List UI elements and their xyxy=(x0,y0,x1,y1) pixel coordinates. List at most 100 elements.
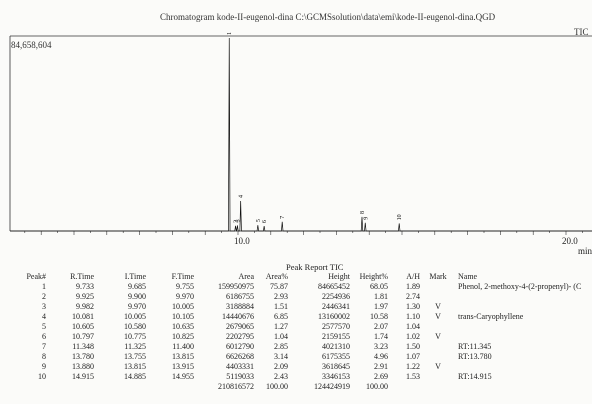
cell-area-pct: 2.43 xyxy=(274,372,288,381)
cell-name: Name xyxy=(458,272,478,281)
peak-report-title: Peak Report TIC xyxy=(286,262,344,272)
cell-height-pct: 3.23 xyxy=(374,342,388,351)
cell-peak: 3 xyxy=(42,302,46,311)
peak-number-label: 3 xyxy=(235,219,241,222)
cell-itime: 10.005 xyxy=(124,312,146,321)
cell-name: RT:14.915 xyxy=(458,372,492,381)
cell-itime: 10.580 xyxy=(124,322,146,331)
cell-rtime: R.Time xyxy=(70,272,94,281)
cell-height-pct: 1.81 xyxy=(374,292,388,301)
cell-itime: 11.325 xyxy=(124,342,146,351)
cell-peak: 10 xyxy=(38,372,46,381)
cell-name: RT:11.345 xyxy=(458,342,492,351)
cell-rtime: 10.605 xyxy=(72,322,94,331)
cell-ah: 2.74 xyxy=(406,292,420,301)
cell-height: 13160002 xyxy=(318,312,350,321)
peak-labels: 1 23 4 5 6 7 8 9 10 xyxy=(227,32,403,223)
cell-rtime: 11.348 xyxy=(72,342,94,351)
peak-number-label: 1 xyxy=(227,32,233,35)
cell-area: 159950975 xyxy=(218,282,254,291)
cell-area: 5119033 xyxy=(226,372,254,381)
cell-height: 4021310 xyxy=(322,342,350,351)
cell-height: 124424919 xyxy=(314,382,350,391)
x-axis-ticks xyxy=(24,231,583,235)
cell-peak: 8 xyxy=(42,352,46,361)
max-intensity-label: 84,658,604 xyxy=(11,40,52,50)
cell-ftime: 10.635 xyxy=(172,322,194,331)
cell-rtime: 10.797 xyxy=(72,332,94,341)
cell-area-pct: 1.27 xyxy=(274,322,288,331)
cell-ftime: 13.915 xyxy=(172,362,194,371)
cell-mark: V xyxy=(435,332,441,341)
cell-area-pct: 2.85 xyxy=(274,342,288,351)
cell-rtime: 9.733 xyxy=(76,282,94,291)
cell-height-pct: 10.58 xyxy=(370,312,388,321)
x-tick-label-10: 10.0 xyxy=(234,236,250,246)
peak-number-label: 10 xyxy=(397,214,403,220)
cell-peak: Peak# xyxy=(26,272,46,281)
cell-ah: 1.07 xyxy=(406,352,420,361)
cell-ah: 1.53 xyxy=(406,372,420,381)
cell-ah: 1.89 xyxy=(406,282,420,291)
cell-ftime: 11.400 xyxy=(172,342,194,351)
cell-area-pct: 6.85 xyxy=(274,312,288,321)
cell-ah: 1.30 xyxy=(406,302,420,311)
x-tick-label-20: 20.0 xyxy=(562,236,578,246)
cell-height-pct: 2.69 xyxy=(374,372,388,381)
cell-rtime: 13.780 xyxy=(72,352,94,361)
cell-itime: 9.970 xyxy=(128,302,146,311)
cell-itime: I.Time xyxy=(124,272,146,281)
cell-peak: 7 xyxy=(42,342,46,351)
cell-area-pct: 1.04 xyxy=(274,332,288,341)
cell-height: 3346153 xyxy=(322,372,350,381)
cell-rtime: 10.081 xyxy=(72,312,94,321)
cell-mark: V xyxy=(435,312,441,321)
cell-area: 14440676 xyxy=(222,312,254,321)
peak-number-label: 7 xyxy=(280,216,286,219)
cell-name: Phenol, 2-methoxy-4-(2-propenyl)- (C xyxy=(458,282,582,291)
cell-ah: 1.50 xyxy=(406,342,420,351)
cell-area-pct: 100.00 xyxy=(266,382,288,391)
cell-height: 2577570 xyxy=(322,322,350,331)
cell-height: 84665452 xyxy=(318,282,350,291)
cell-height-pct: 1.97 xyxy=(374,302,388,311)
cell-area-pct: 2.93 xyxy=(274,292,288,301)
cell-peak: 5 xyxy=(42,322,46,331)
cell-area-pct: 75.87 xyxy=(270,282,288,291)
cell-ftime: 10.005 xyxy=(172,302,194,311)
cell-area: 2679065 xyxy=(226,322,254,331)
cell-peak: 2 xyxy=(42,292,46,301)
cell-rtime: 9.925 xyxy=(76,292,94,301)
chromatogram-plot: 1 23 4 5 6 7 8 9 10 xyxy=(9,32,592,235)
cell-ah: 1.10 xyxy=(406,312,420,321)
cell-peak: 4 xyxy=(42,312,46,321)
cell-mark: V xyxy=(435,302,441,311)
cell-peak: 1 xyxy=(42,282,46,291)
cell-rtime: 13.880 xyxy=(72,362,94,371)
cell-height-pct: Height% xyxy=(359,272,388,281)
peak-number-label: 4 xyxy=(239,195,245,198)
cell-ftime: 9.755 xyxy=(176,282,194,291)
cell-ah: 1.02 xyxy=(406,332,420,341)
cell-height: Height xyxy=(328,272,350,281)
tic-trace xyxy=(10,37,592,232)
cell-height-pct: 2.07 xyxy=(374,322,388,331)
cell-ftime: 9.970 xyxy=(176,292,194,301)
peak-number-label: 2 xyxy=(234,220,240,223)
cell-area-pct: 2.09 xyxy=(274,362,288,371)
peak-number-label: 5 xyxy=(256,219,262,222)
peak-number-label: 6 xyxy=(262,220,268,223)
cell-area-pct: 3.14 xyxy=(274,352,288,361)
cell-area: 6626268 xyxy=(226,352,254,361)
cell-ftime: 10.825 xyxy=(172,332,194,341)
cell-ftime: 10.105 xyxy=(172,312,194,321)
cell-height: 2254936 xyxy=(322,292,350,301)
cell-ah: A/H xyxy=(406,272,420,281)
cell-height: 6175355 xyxy=(322,352,350,361)
cell-area: 6186755 xyxy=(226,292,254,301)
chromatogram-title: Chromatogram kode-II-eugenol-dina C:\GCM… xyxy=(160,12,496,22)
cell-area: 2202795 xyxy=(226,332,254,341)
cell-height: 2159155 xyxy=(322,332,350,341)
cell-area: 3188884 xyxy=(226,302,254,311)
